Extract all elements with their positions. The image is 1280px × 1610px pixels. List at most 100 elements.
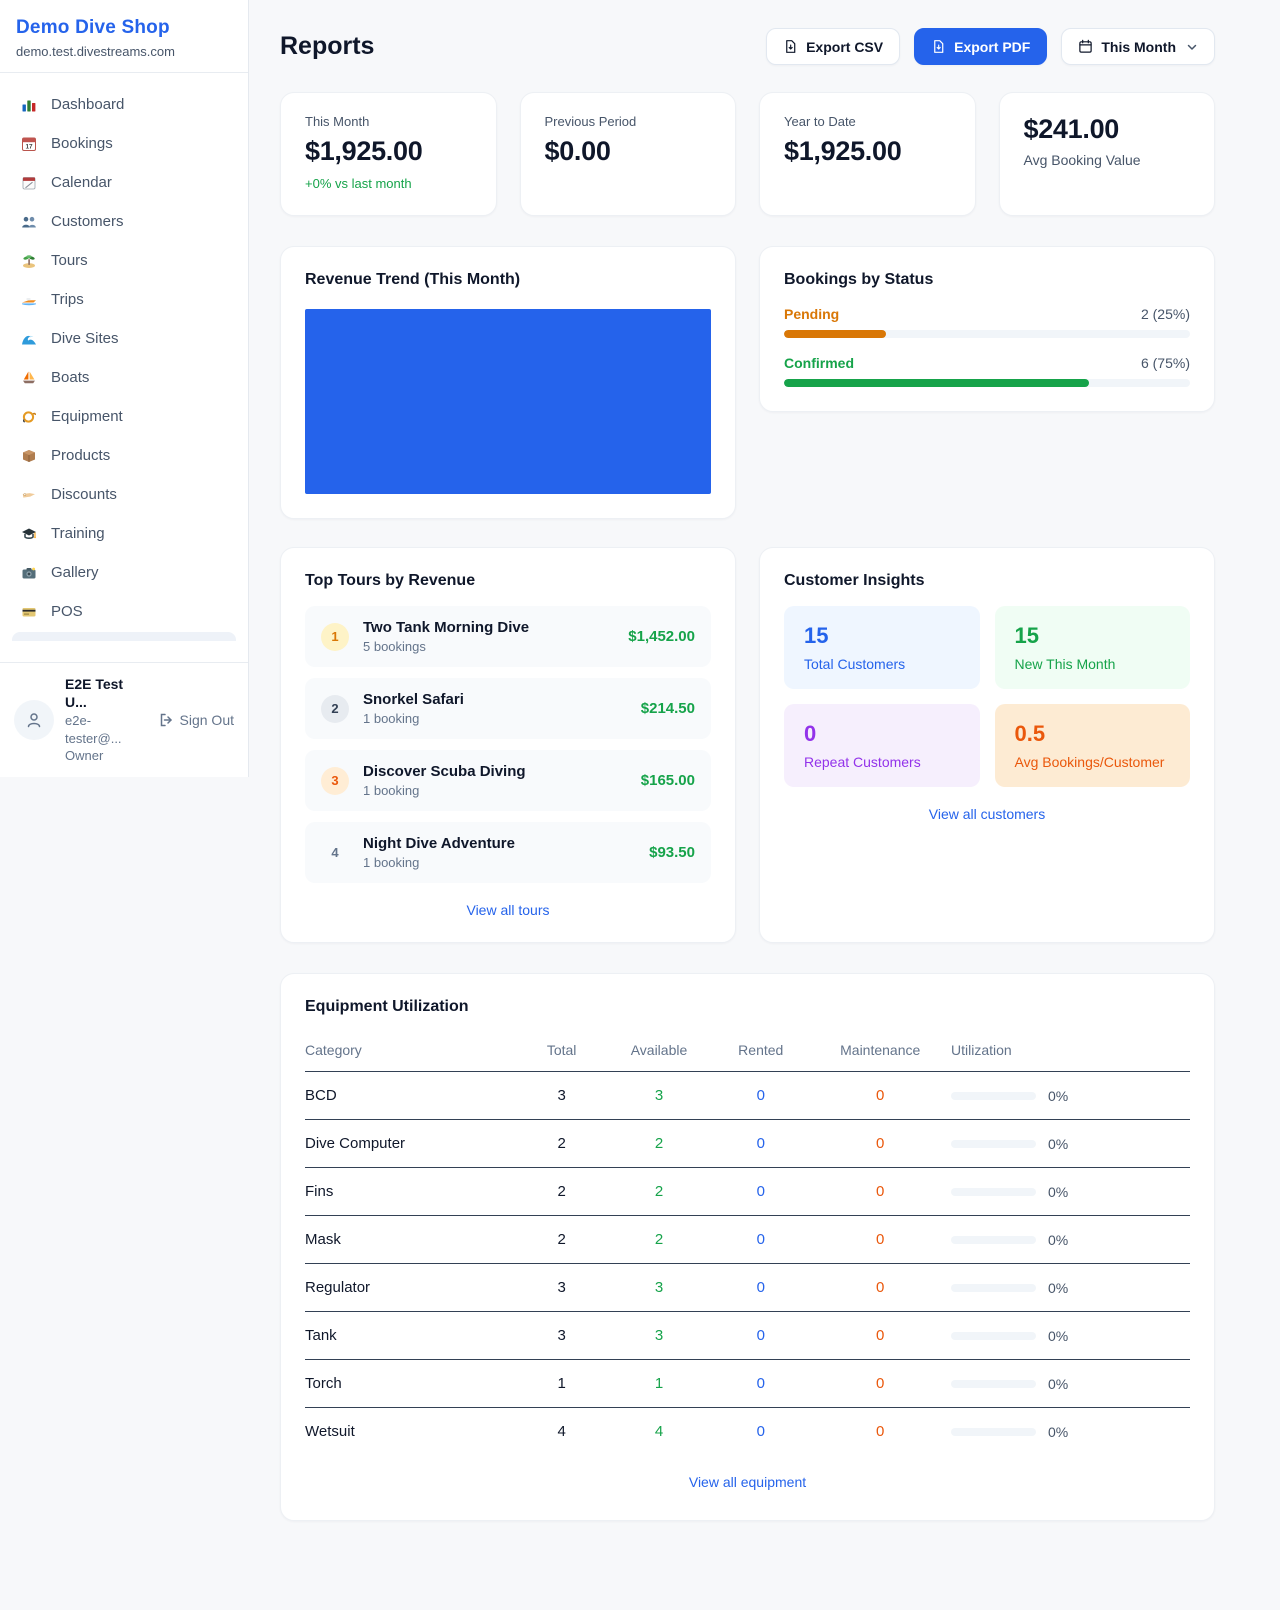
period-label: This Month <box>1101 38 1176 55</box>
sidebar-item-discounts[interactable]: Discounts <box>8 475 240 514</box>
tour-name: Discover Scuba Diving <box>363 763 526 780</box>
cell-available: 2 <box>605 1167 713 1216</box>
status-bar-fill <box>784 379 1089 387</box>
top-tours-title: Top Tours by Revenue <box>305 572 476 589</box>
utilization-percent: 0% <box>1048 1423 1069 1440</box>
sign-out-icon <box>160 713 172 727</box>
utilization-percent: 0% <box>1048 1327 1069 1344</box>
sidebar-item-label: Calendar <box>51 174 112 191</box>
utilization-bar <box>951 1427 1037 1436</box>
shop-name: Demo Dive Shop <box>16 17 170 38</box>
pos-icon <box>20 604 38 620</box>
stat-label: Avg Booking Value <box>1023 152 1141 168</box>
main-content: Reports Export CSV Export PDF This Month <box>249 0 1280 1581</box>
cell-available: 2 <box>605 1119 713 1168</box>
cell-category: Dive Computer <box>305 1119 518 1168</box>
cell-utilization: 0% <box>951 1215 1190 1264</box>
stat-card-this-month: This Month $1,925.00 +0% vs last month <box>280 92 497 216</box>
cell-utilization: 0% <box>951 1071 1190 1120</box>
cell-total: 3 <box>517 1263 606 1312</box>
sidebar-item-boats[interactable]: Boats <box>8 358 240 397</box>
sidebar-item-label: Equipment <box>51 408 123 425</box>
equipment-utilization-card: Equipment Utilization Category Total Ava… <box>280 973 1215 1521</box>
cell-rented: 0 <box>712 1311 810 1360</box>
insight-label: New This Month <box>1014 656 1116 672</box>
view-all-customers-link[interactable]: View all customers <box>928 806 1046 822</box>
dive-sites-icon <box>20 331 38 347</box>
cell-utilization: 0% <box>951 1408 1190 1456</box>
bookings-icon: 17 <box>20 136 38 152</box>
cell-utilization: 0% <box>951 1119 1190 1168</box>
cell-total: 2 <box>517 1167 606 1216</box>
discounts-icon <box>20 487 38 503</box>
table-row: Mask 2 2 0 0 0% <box>305 1215 1190 1264</box>
view-all-tours-link[interactable]: View all tours <box>466 902 550 918</box>
cell-available: 3 <box>605 1071 713 1120</box>
view-all-equipment-link[interactable]: View all equipment <box>688 1474 807 1490</box>
table-row: Fins 2 2 0 0 0% <box>305 1167 1190 1216</box>
charts-row: Revenue Trend (This Month) Bookings by S… <box>280 246 1215 519</box>
column-header: Utilization <box>951 1034 1190 1072</box>
column-header: Total <box>517 1034 606 1072</box>
stat-value: $241.00 <box>1023 114 1120 144</box>
sidebar-item-dashboard[interactable]: Dashboard <box>8 85 240 124</box>
stat-label: This Month <box>305 114 370 129</box>
tour-amount: $1,452.00 <box>628 628 695 645</box>
sidebar-item-products[interactable]: Products <box>8 436 240 475</box>
table-row: Regulator 3 3 0 0 0% <box>305 1263 1190 1312</box>
cell-available: 1 <box>605 1359 713 1408</box>
training-icon <box>20 526 38 542</box>
sidebar-user-footer: E2E Test U... e2e-tester@... Owner Sign … <box>0 661 248 777</box>
avatar <box>14 699 54 740</box>
insight-value: 0.5 <box>1014 721 1046 746</box>
sidebar-item-label: Products <box>51 447 111 464</box>
cell-rented: 0 <box>756 1423 765 1440</box>
sidebar-item-tours[interactable]: Tours <box>8 241 240 280</box>
utilization-percent: 0% <box>1048 1183 1069 1200</box>
sidebar-item-dive-sites[interactable]: Dive Sites <box>8 319 240 358</box>
boats-icon <box>20 370 38 386</box>
status-bar-track <box>784 330 1190 338</box>
status-bar-fill <box>784 330 886 338</box>
sidebar-item-label: Dashboard <box>51 96 125 113</box>
export-pdf-button[interactable]: Export PDF <box>914 28 1048 65</box>
table-row: BCD 3 3 0 0 0% <box>305 1071 1190 1120</box>
sidebar-item-customers[interactable]: Customers <box>8 202 240 241</box>
sidebar-item-calendar[interactable]: Calendar <box>8 163 240 202</box>
insight-value: 15 <box>804 623 829 648</box>
rank-badge: 2 <box>321 694 349 723</box>
export-csv-button[interactable]: Export CSV <box>766 28 901 65</box>
cell-total: 4 <box>557 1423 566 1440</box>
stat-card-year-to-date: Year to Date $1,925.00 <box>759 92 976 216</box>
cell-rented: 0 <box>712 1359 810 1408</box>
utilization-percent: 0% <box>1048 1279 1069 1296</box>
sidebar: Demo Dive Shop demo.test.divestreams.com… <box>0 0 249 777</box>
utilization-bar <box>951 1331 1037 1340</box>
tour-name: Night Dive Adventure <box>363 835 515 852</box>
sidebar-item-equipment[interactable]: Equipment <box>8 397 240 436</box>
sidebar-item-bookings[interactable]: 17 Bookings <box>8 124 240 163</box>
insights-row: Top Tours by Revenue 1 Two Tank Morning … <box>280 547 1215 943</box>
cell-rented: 0 <box>712 1119 810 1168</box>
cell-maintenance: 0 <box>809 1167 952 1216</box>
sign-out-button[interactable]: Sign Out <box>158 712 234 728</box>
stat-cards: This Month $1,925.00 +0% vs last month P… <box>280 92 1215 216</box>
user-name: E2E Test U... <box>65 675 124 711</box>
equipment-table-header: Category Total Available Rented Maintena… <box>305 1034 1190 1072</box>
sidebar-item-gallery[interactable]: Gallery <box>8 553 240 592</box>
stat-value: $1,925.00 <box>305 136 423 166</box>
person-icon <box>27 713 41 728</box>
cell-utilization: 0% <box>951 1167 1190 1216</box>
cell-available: 3 <box>605 1311 713 1360</box>
file-download-icon <box>786 40 796 53</box>
cell-category: Torch <box>305 1359 518 1408</box>
sidebar-item-trips[interactable]: Trips <box>8 280 240 319</box>
utilization-percent: 0% <box>1048 1135 1069 1152</box>
dashboard-icon <box>20 97 38 113</box>
page-header: Reports Export CSV Export PDF This Month <box>280 28 1215 65</box>
table-row: Torch 1 1 0 0 0% <box>305 1359 1190 1408</box>
period-dropdown[interactable]: This Month <box>1061 28 1215 65</box>
cell-total: 1 <box>517 1359 606 1408</box>
sidebar-item-pos[interactable]: POS <box>8 592 240 631</box>
sidebar-item-training[interactable]: Training <box>8 514 240 553</box>
